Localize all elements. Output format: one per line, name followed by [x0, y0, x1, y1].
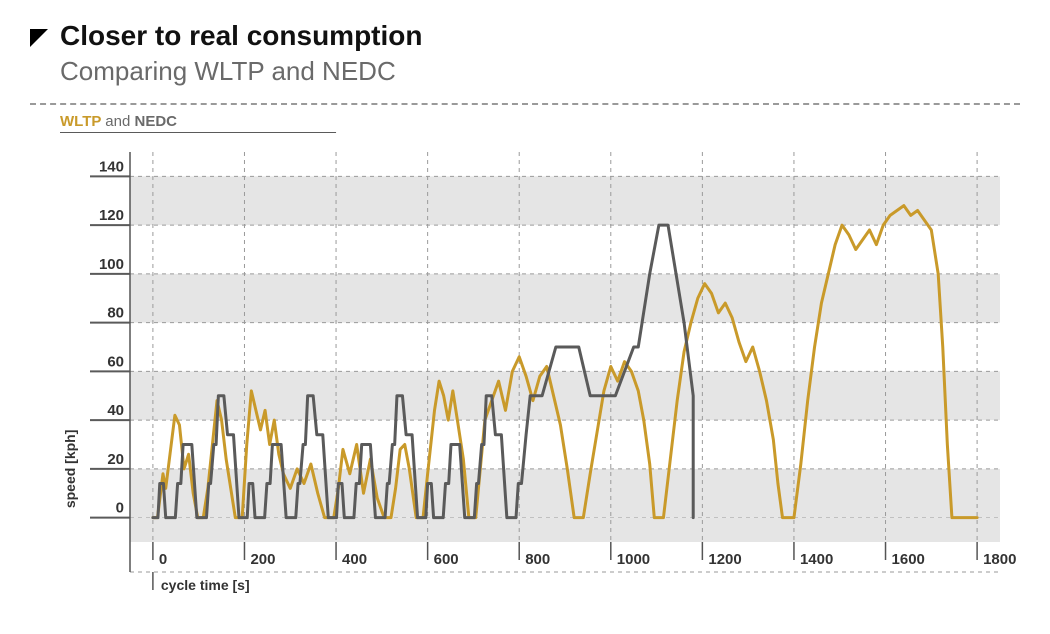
svg-text:400: 400 — [342, 551, 367, 568]
svg-text:600: 600 — [434, 551, 459, 568]
svg-text:140: 140 — [99, 158, 124, 175]
svg-text:speed [kph]: speed [kph] — [62, 430, 78, 509]
speed-cycle-chart: 0 20 40 60 80 100 120 140 speed [kph] 0 200 400 600 8… — [30, 132, 1020, 602]
chart-container: 0 20 40 60 80 100 120 140 speed [kph] 0 200 400 600 8… — [30, 132, 1020, 607]
svg-text:0: 0 — [116, 500, 124, 517]
svg-text:1400: 1400 — [800, 551, 833, 568]
legend-series-nedc: NEDC — [134, 113, 177, 130]
divider — [30, 103, 1020, 105]
svg-text:1800: 1800 — [983, 551, 1016, 568]
svg-text:120: 120 — [99, 207, 124, 224]
svg-text:800: 800 — [525, 551, 550, 568]
svg-text:0: 0 — [159, 551, 167, 568]
svg-text:60: 60 — [107, 353, 124, 370]
svg-text:80: 80 — [107, 305, 124, 322]
svg-text:200: 200 — [250, 551, 275, 568]
svg-text:40: 40 — [107, 402, 124, 419]
chart-title: Closer to real consumption — [60, 20, 423, 52]
svg-text:1200: 1200 — [708, 551, 741, 568]
svg-text:1000: 1000 — [617, 551, 650, 568]
legend-series-wltp: WLTP — [60, 113, 101, 130]
legend-joiner: and — [105, 113, 130, 130]
svg-text:20: 20 — [107, 451, 124, 468]
svg-text:100: 100 — [99, 256, 124, 273]
svg-text:1600: 1600 — [892, 551, 925, 568]
svg-text:cycle time [s]: cycle time [s] — [161, 577, 250, 593]
triangle-icon — [30, 29, 48, 47]
chart-subtitle: Comparing WLTP and NEDC — [60, 56, 1020, 87]
legend: WLTP and NEDC — [60, 113, 1020, 130]
header: Closer to real consumption — [30, 20, 1020, 52]
